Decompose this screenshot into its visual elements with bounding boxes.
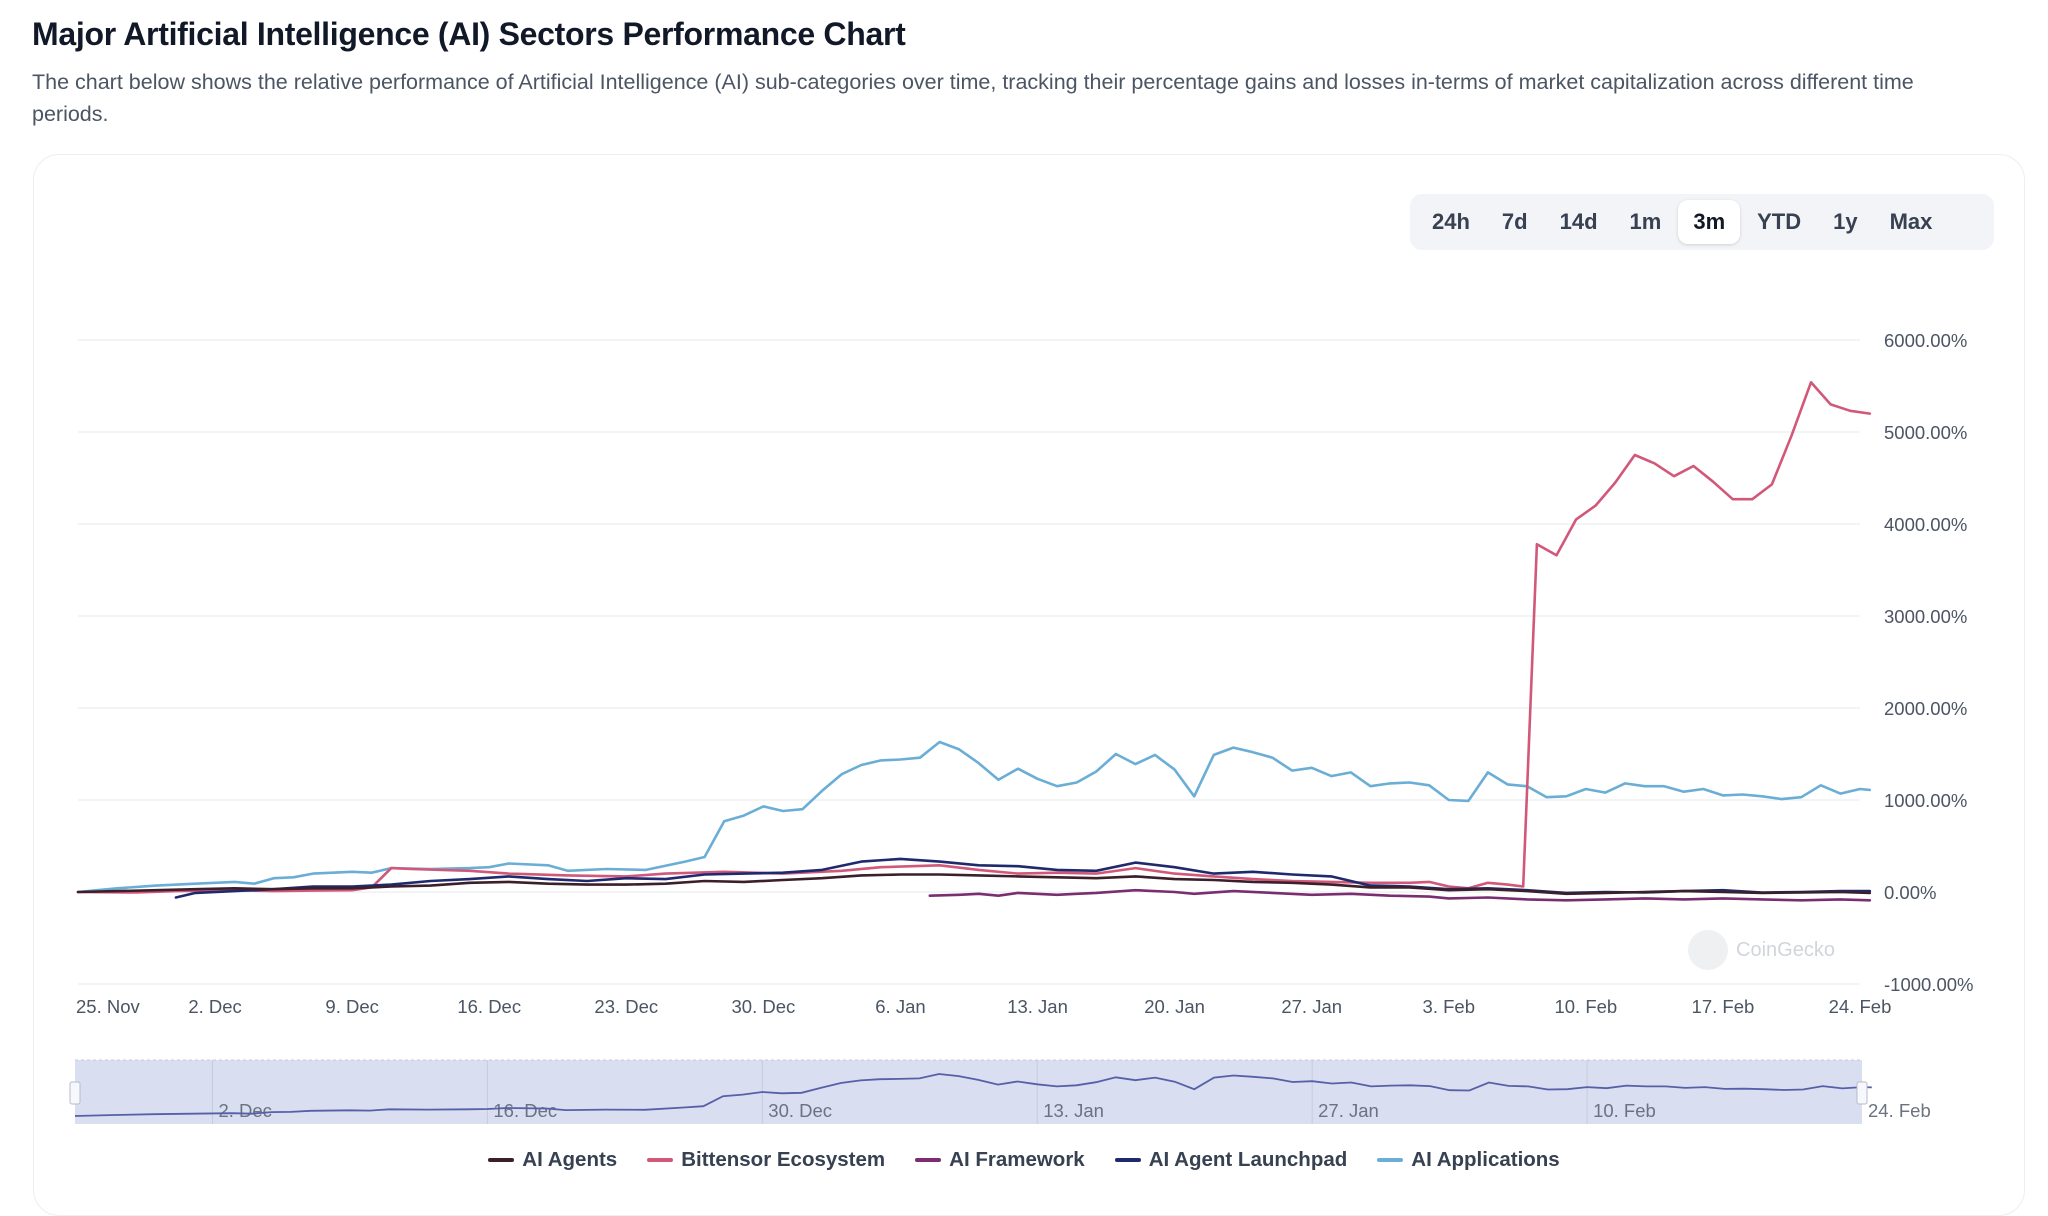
navigator-tick-label: 10. Feb — [1593, 1100, 1656, 1121]
legend-swatch-ai-framework — [915, 1158, 942, 1162]
legend-label: AI Agent Launchpad — [1148, 1148, 1348, 1171]
navigator-tick-label: 27. Jan — [1318, 1100, 1379, 1121]
legend-ai-agents[interactable]: AI Agents — [488, 1148, 617, 1172]
series-lines — [76, 381, 1872, 902]
y-tick-label: 1000.00% — [1884, 790, 1967, 811]
y-tick-label: 0.00% — [1884, 882, 1936, 903]
series-line-ai-applications — [76, 740, 1872, 894]
legend-ai-agent-launchpad[interactable]: AI Agent Launchpad — [1114, 1148, 1348, 1172]
range-button-14d[interactable]: 14d — [1545, 200, 1613, 244]
x-axis-labels: 25. Nov 2. Dec 9. Dec 16. Dec 23. Dec 30. Dec… — [76, 996, 1891, 1017]
x-tick-label: 20. Jan — [1144, 996, 1205, 1017]
navigator-left-handle[interactable] — [69, 1081, 81, 1105]
range-button-3m[interactable]: 3m — [1678, 200, 1741, 244]
legend-label: AI Agents — [522, 1148, 618, 1171]
navigator-tick-label: 16. Dec — [493, 1100, 557, 1121]
y-axis-labels: 6000.00% 5000.00% 4000.00% 3000.00% 2000.00%… — [1884, 330, 1973, 995]
y-tick-label: 2000.00% — [1884, 698, 1967, 719]
range-button-1y[interactable]: 1y — [1818, 200, 1872, 244]
y-tick-label: -1000.00% — [1884, 974, 1973, 995]
legend-swatch-bittensor — [647, 1158, 674, 1162]
x-tick-label: 3. Feb — [1423, 996, 1475, 1017]
x-tick-label: 17. Feb — [1692, 996, 1755, 1017]
x-tick-label: 24. Feb — [1829, 996, 1892, 1017]
series-line-ai-framework — [928, 888, 1872, 902]
x-tick-label: 6. Jan — [875, 996, 925, 1017]
page-description: The chart below shows the relative perfo… — [32, 70, 1914, 126]
time-range-selector: 24h 7d 14d 1m 3m YTD 1y Max — [1410, 194, 1994, 250]
navigator-tick-label: 2. Dec — [218, 1100, 271, 1121]
navigator-tick-label: 13. Jan — [1043, 1100, 1104, 1121]
x-tick-label: 30. Dec — [732, 996, 796, 1017]
x-tick-label: 13. Jan — [1007, 996, 1068, 1017]
legend-ai-framework[interactable]: AI Framework — [915, 1148, 1085, 1172]
x-tick-label: 9. Dec — [325, 996, 378, 1017]
legend-bittensor-ecosystem[interactable]: Bittensor Ecosystem — [647, 1148, 885, 1172]
x-tick-label: 23. Dec — [594, 996, 658, 1017]
y-tick-label: 4000.00% — [1884, 514, 1967, 535]
range-button-max[interactable]: Max — [1875, 200, 1948, 244]
legend-swatch-ai-agents — [488, 1158, 515, 1162]
range-navigator[interactable]: 2. Dec 16. Dec 30. Dec 13. Jan 27. Jan 10. Fe… — [69, 1059, 1931, 1124]
x-tick-label: 10. Feb — [1554, 996, 1617, 1017]
page-title: Major Artificial Intelligence (AI) Secto… — [32, 16, 906, 52]
x-tick-label: 16. Dec — [457, 996, 521, 1017]
navigator-right-handle[interactable] — [1856, 1081, 1868, 1105]
y-tick-label: 3000.00% — [1884, 606, 1967, 627]
range-button-7d[interactable]: 7d — [1487, 200, 1543, 244]
navigator-tick-label: 30. Dec — [768, 1100, 832, 1121]
y-tick-label: 5000.00% — [1884, 422, 1967, 443]
coingecko-logo-icon — [1688, 930, 1728, 970]
range-button-24h[interactable]: 24h — [1417, 200, 1485, 244]
legend-label: Bittensor Ecosystem — [681, 1148, 886, 1171]
x-tick-label: 27. Jan — [1281, 996, 1342, 1017]
legend-label: AI Framework — [949, 1148, 1085, 1171]
navigator-tick-label: 24. Feb — [1868, 1100, 1931, 1121]
grid-lines — [78, 339, 1860, 985]
legend-label: AI Applications — [1411, 1148, 1560, 1171]
x-tick-label: 2. Dec — [188, 996, 241, 1017]
navigator-selected-range[interactable] — [75, 1060, 1862, 1124]
watermark-text: CoinGecko — [1736, 938, 1835, 961]
chart-card — [33, 154, 2025, 1216]
legend-swatch-ai-applications — [1377, 1158, 1404, 1162]
legend-ai-applications[interactable]: AI Applications — [1377, 1148, 1560, 1172]
range-button-1m[interactable]: 1m — [1615, 200, 1677, 244]
series-line-bittensor-ecosystem — [76, 381, 1872, 894]
coingecko-watermark: CoinGecko — [1688, 930, 1835, 970]
range-button-ytd[interactable]: YTD — [1742, 200, 1816, 244]
navigator-series-line — [74, 1073, 1872, 1117]
performance-chart: 6000.00% 5000.00% 4000.00% 3000.00% 2000.00%… — [69, 330, 1973, 1124]
legend-swatch-launchpad — [1114, 1158, 1141, 1162]
chart-legend: AI Agents Bittensor Ecosystem AI Framewo… — [0, 1148, 2048, 1172]
x-tick-label: 25. Nov — [76, 996, 141, 1017]
y-tick-label: 6000.00% — [1884, 330, 1967, 351]
series-line-ai-agents — [76, 873, 1872, 896]
